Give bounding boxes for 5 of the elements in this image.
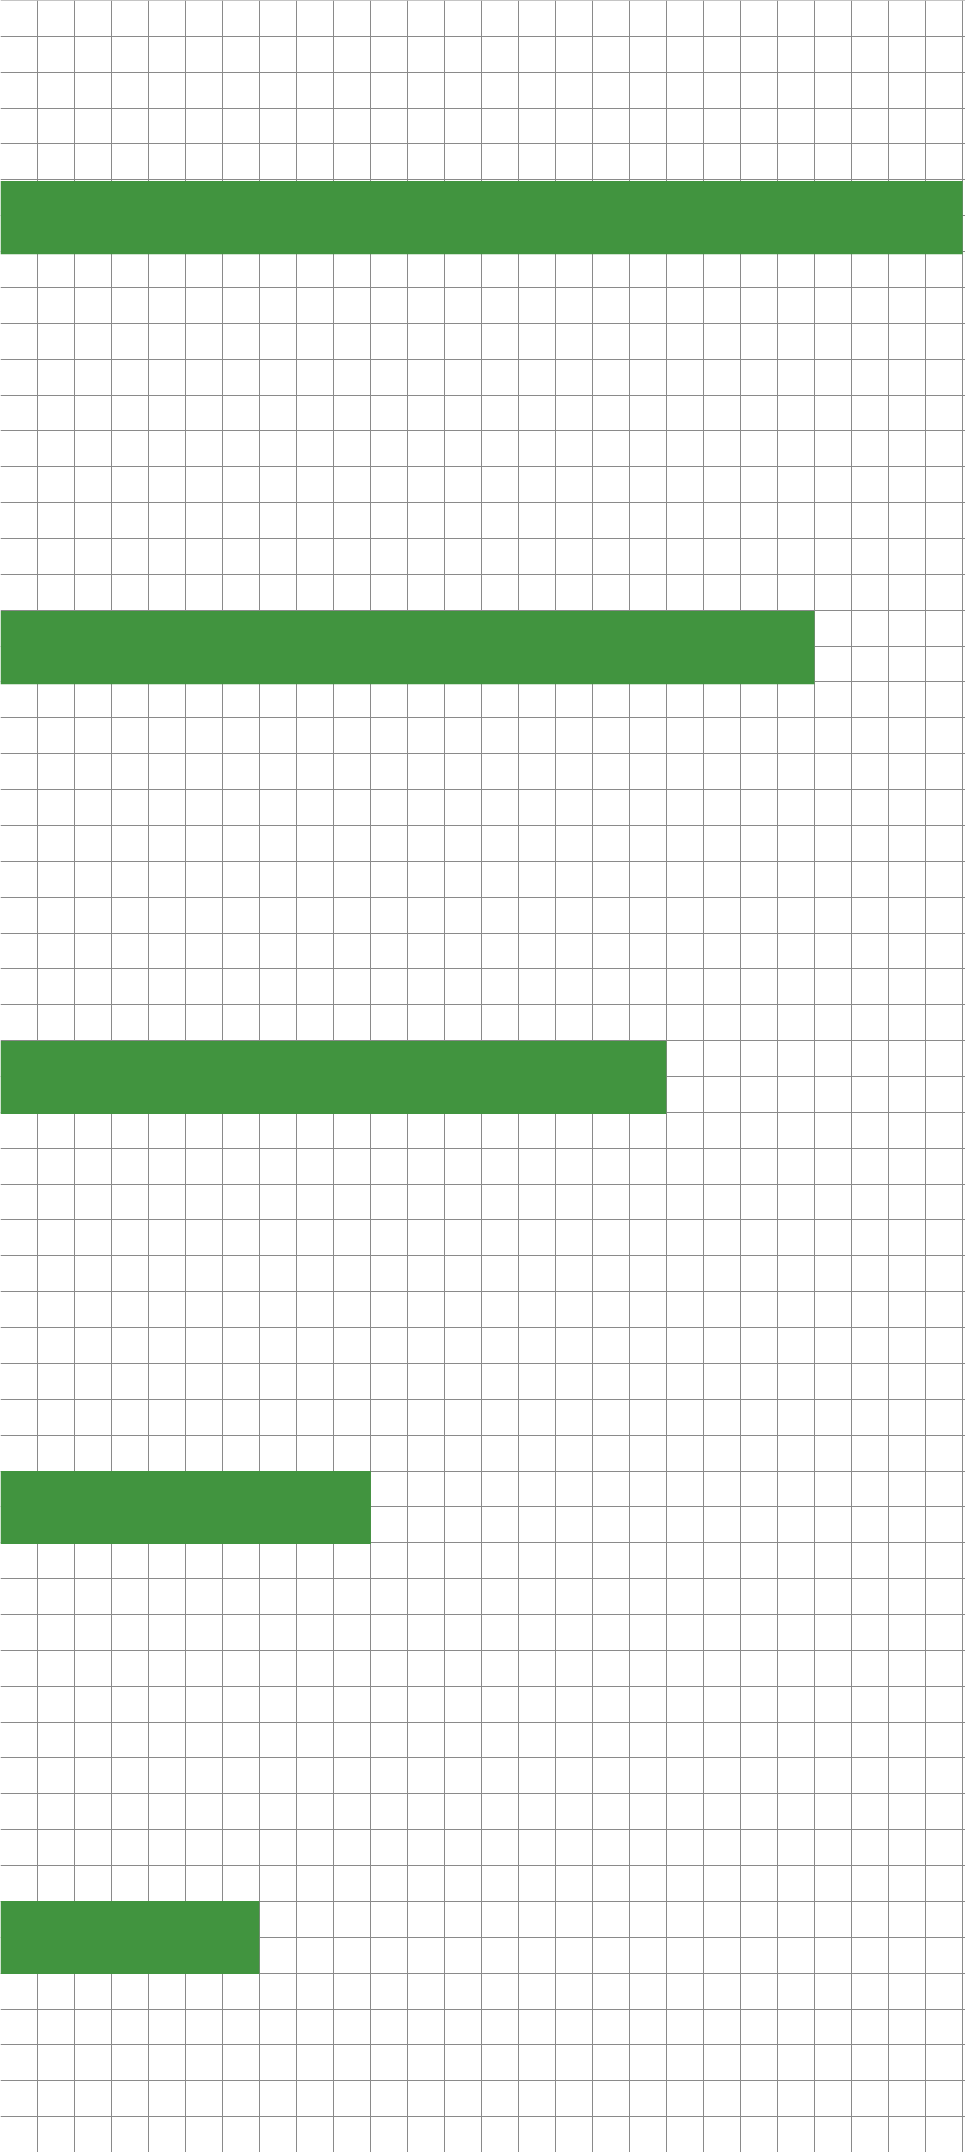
bar <box>0 1041 667 1115</box>
bar <box>0 611 815 685</box>
bar <box>0 181 963 255</box>
bar <box>0 1471 371 1545</box>
bar <box>0 1900 260 1975</box>
